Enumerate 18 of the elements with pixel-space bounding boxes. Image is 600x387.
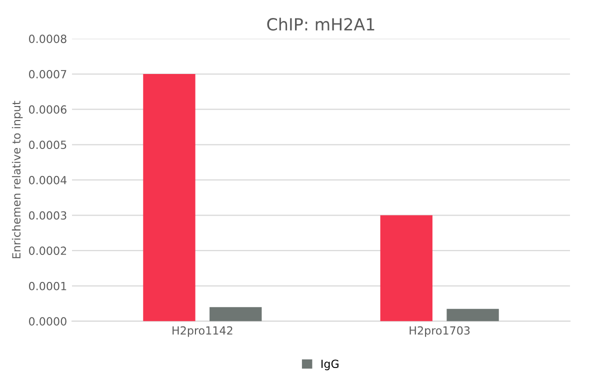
y-tick-label: 0.0004	[28, 176, 67, 184]
y-tick-label: 0.0005	[28, 140, 66, 150]
y-tick-label: 0.0000	[28, 317, 66, 326]
x-tick-label: H2pro1703	[410, 326, 470, 337]
y-tick-label: 0.0003	[28, 211, 66, 220]
y-tick-label: 0.0008	[28, 34, 66, 44]
y-tick-label: 0.0006	[28, 105, 66, 114]
bar	[143, 74, 196, 322]
y-axis-title: Enrichemen relative to input	[12, 100, 23, 258]
legend-label: IgG	[322, 360, 338, 370]
bar	[210, 307, 262, 322]
x-tick-label: H2pro1142	[172, 326, 232, 337]
chart-title: ChIP: mH2A1	[267, 18, 374, 31]
bar	[380, 215, 432, 322]
bar	[446, 308, 499, 322]
y-tick-label: 0.0007	[28, 70, 66, 78]
y-tick-label: 0.0001	[28, 282, 66, 290]
y-tick-label: 0.0002	[28, 246, 66, 255]
